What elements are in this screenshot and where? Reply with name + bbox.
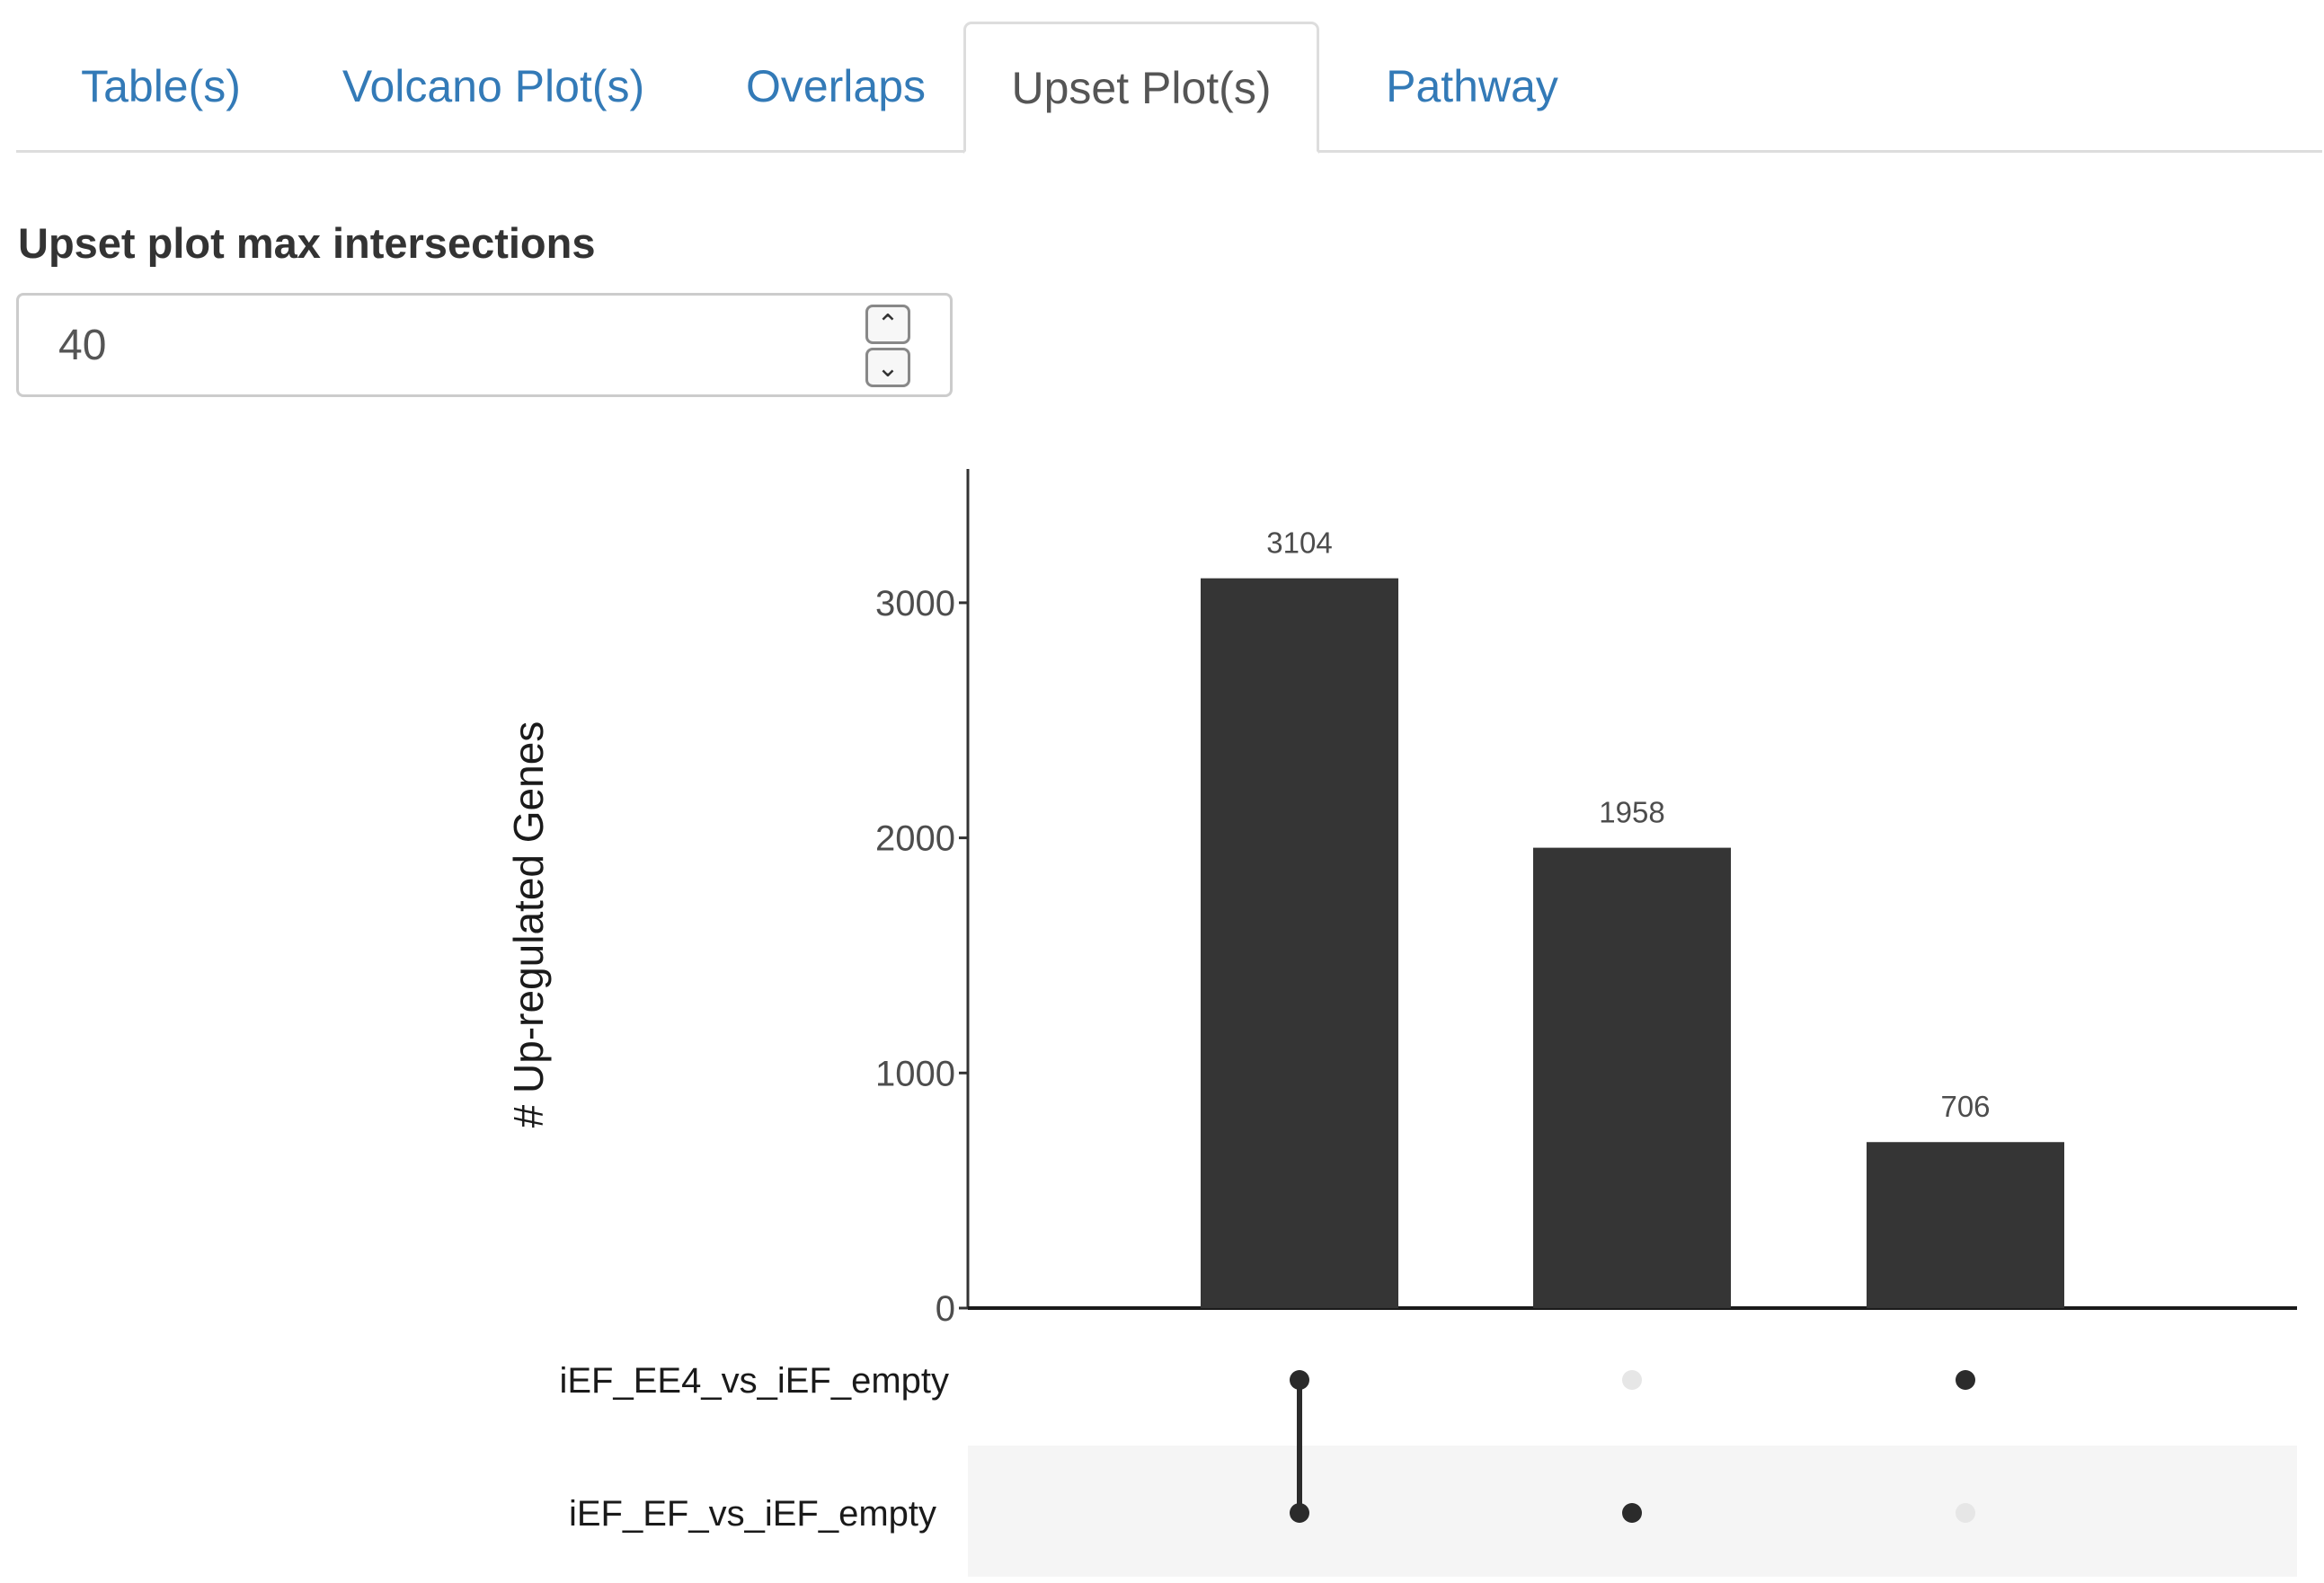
y-tick-label: 1000 xyxy=(875,1054,955,1093)
matrix-dot-filled xyxy=(1956,1370,1975,1390)
tab-bar: Table(s) Volcano Plot(s) Overlaps Upset … xyxy=(16,22,2322,154)
chevron-up-icon: ⌃ xyxy=(876,309,900,340)
set-label: iEF_EE4_vs_iEF_empty xyxy=(559,1361,949,1401)
max-intersections-input[interactable]: 40 ⌃ ⌄ xyxy=(16,293,953,397)
matrix-dot-empty xyxy=(1956,1503,1975,1523)
max-intersections-label: Upset plot max intersections xyxy=(18,219,596,267)
increment-button[interactable]: ⌃ xyxy=(865,305,910,344)
bar xyxy=(1533,847,1731,1308)
tab-pathway[interactable]: Pathway xyxy=(1386,61,1558,111)
tab-overlaps[interactable]: Overlaps xyxy=(745,61,927,111)
bar-value-label: 1958 xyxy=(1599,796,1664,829)
matrix-dot-empty xyxy=(1622,1370,1642,1390)
tab-tables[interactable]: Table(s) xyxy=(81,61,241,111)
y-tick-label: 2000 xyxy=(875,819,955,859)
set-label: iEF_EF_vs_iEF_empty xyxy=(569,1494,936,1534)
y-tick-label: 0 xyxy=(936,1289,955,1329)
decrement-button[interactable]: ⌄ xyxy=(865,348,910,387)
matrix-dot-filled xyxy=(1290,1370,1309,1390)
y-tick-label: 3000 xyxy=(875,584,955,623)
chevron-down-icon: ⌄ xyxy=(876,352,900,383)
matrix-dot-filled xyxy=(1622,1503,1642,1523)
tab-upset-plots[interactable]: Upset Plot(s) xyxy=(963,22,1319,154)
bar xyxy=(1201,578,1398,1308)
bar-value-label: 3104 xyxy=(1266,526,1332,560)
max-intersections-value: 40 xyxy=(58,322,107,369)
tab-volcano-plots[interactable]: Volcano Plot(s) xyxy=(342,61,645,111)
matrix-dot-filled xyxy=(1290,1503,1309,1523)
bar xyxy=(1867,1142,2064,1308)
y-axis-title: # Up-regulated Genes xyxy=(505,721,552,1128)
bar-value-label: 706 xyxy=(1940,1090,1990,1123)
